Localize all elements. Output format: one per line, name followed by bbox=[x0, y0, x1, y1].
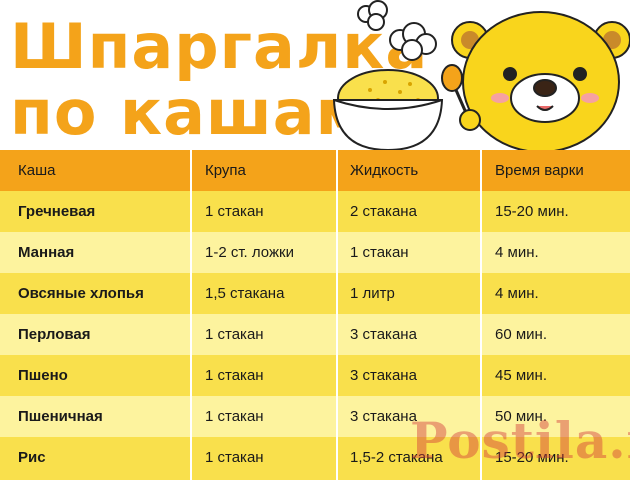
header-cell: Жидкость bbox=[350, 162, 419, 179]
table-cell: 1 стакан bbox=[205, 203, 264, 220]
table-cell: 1-2 ст. ложки bbox=[205, 244, 294, 261]
table-cell: 1 стакан bbox=[205, 326, 264, 343]
table-cell: 1 стакан bbox=[205, 367, 264, 384]
table-cell: Овсяные хлопья bbox=[18, 285, 144, 302]
table-cell: 15-20 мин. bbox=[495, 449, 569, 466]
table-cell: 4 мин. bbox=[495, 244, 539, 261]
table-row: Рис 1 стакан 1,5-2 стакана 15-20 мин. bbox=[0, 437, 630, 480]
table-cell: 3 стакана bbox=[350, 408, 417, 425]
table-cell: 2 стакана bbox=[350, 203, 417, 220]
table-cell: 15-20 мин. bbox=[495, 203, 569, 220]
bear-icon bbox=[441, 11, 630, 150]
table-row: Пшено 1 стакан 3 стакана 45 мин. bbox=[0, 355, 630, 396]
table-cell: 1,5-2 стакана bbox=[350, 449, 443, 466]
table-cell: 1 литр bbox=[350, 285, 395, 302]
table-cell: Перловая bbox=[18, 326, 91, 343]
table-row: Овсяные хлопья 1,5 стакана 1 литр 4 мин. bbox=[0, 273, 630, 314]
column-divider bbox=[336, 150, 338, 480]
table-cell: 1 стакан bbox=[350, 244, 409, 261]
table-cell: 1,5 стакана bbox=[205, 285, 285, 302]
column-divider bbox=[190, 150, 192, 480]
table-cell: Пшеничная bbox=[18, 408, 103, 425]
title-line-1: Шпаргалка bbox=[10, 10, 429, 83]
header-cell: Время варки bbox=[495, 162, 584, 179]
table-row: Манная 1-2 ст. ложки 1 стакан 4 мин. bbox=[0, 232, 630, 273]
table-row: Пшеничная 1 стакан 3 стакана 50 мин. bbox=[0, 396, 630, 437]
watermark-text: Postila.ru bbox=[410, 411, 630, 470]
header-cell: Каша bbox=[18, 162, 56, 179]
porridge-table: Каша Крупа Жидкость Время варки Гречнева… bbox=[0, 150, 630, 480]
table-cell: Рис bbox=[18, 449, 46, 466]
column-divider bbox=[480, 150, 482, 480]
table-cell: 1 стакан bbox=[205, 449, 264, 466]
table-cell: 60 мин. bbox=[495, 326, 547, 343]
table-cell: 3 стакана bbox=[350, 326, 417, 343]
title-line-2: по кашам bbox=[10, 76, 368, 149]
table-row: Перловая 1 стакан 3 стакана 60 мин. bbox=[0, 314, 630, 355]
table-cell: 45 мин. bbox=[495, 367, 547, 384]
table-cell: Манная bbox=[18, 244, 75, 261]
table-cell: 1 стакан bbox=[205, 408, 264, 425]
table-cell: 50 мин. bbox=[495, 408, 547, 425]
table-cell: 4 мин. bbox=[495, 285, 539, 302]
header-cell: Крупа bbox=[205, 162, 246, 179]
table-cell: Пшено bbox=[18, 367, 68, 384]
table-cell: 3 стакана bbox=[350, 367, 417, 384]
table-row: Гречневая 1 стакан 2 стакана 15-20 мин. bbox=[0, 191, 630, 232]
table-header-row: Каша Крупа Жидкость Время варки bbox=[0, 150, 630, 191]
table-cell: Гречневая bbox=[18, 203, 96, 220]
